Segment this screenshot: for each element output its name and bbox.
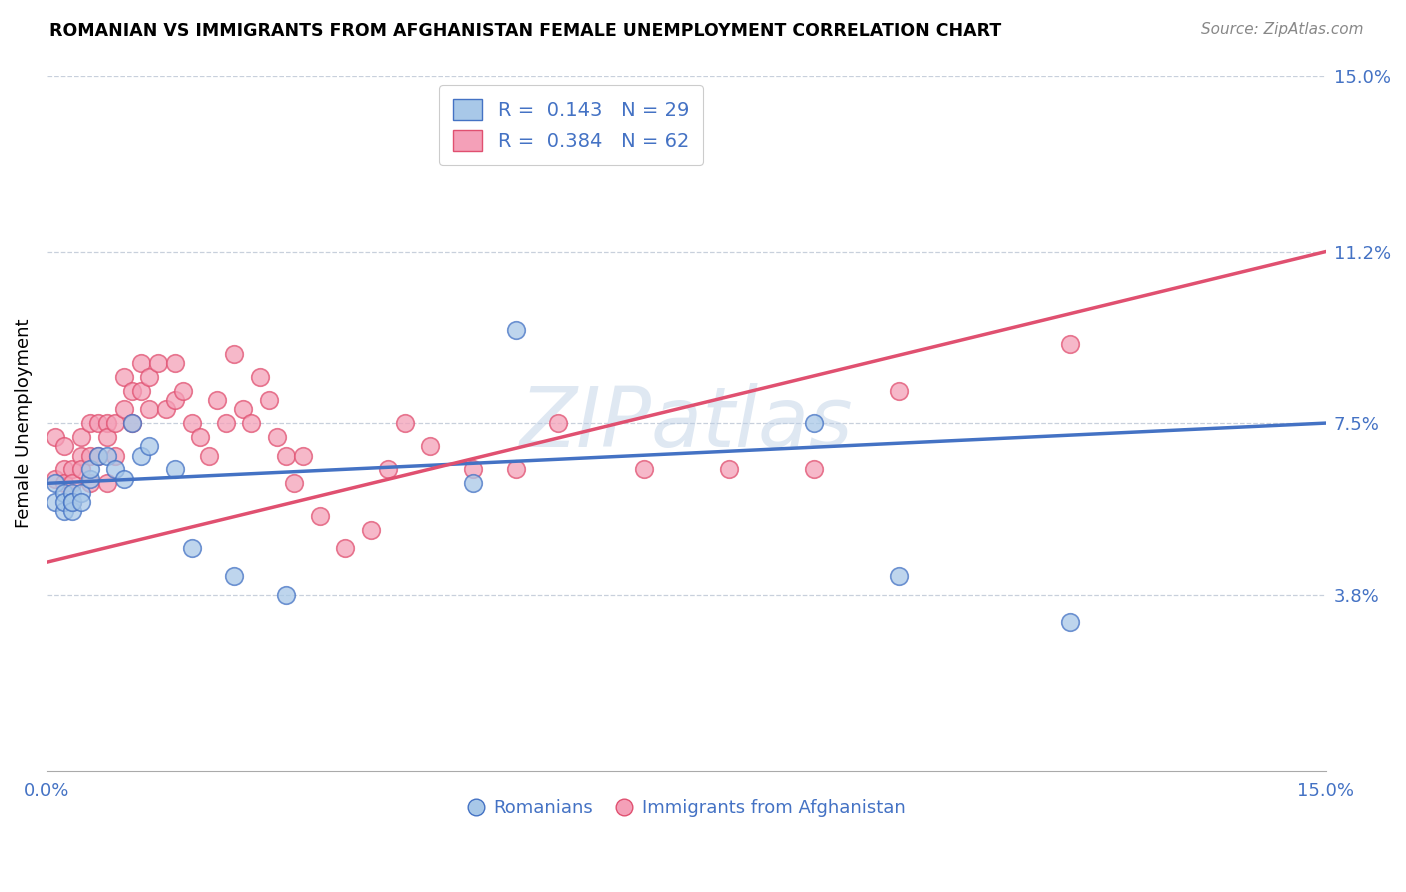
Point: [104, 449, 127, 463]
Legend: Romanians, Immigrants from Afghanistan: Romanians, Immigrants from Afghanistan: [460, 792, 912, 824]
Point: [803, 462, 825, 476]
Point: [70, 485, 93, 500]
Point: [461, 462, 484, 476]
Point: [198, 449, 221, 463]
Point: [803, 416, 825, 430]
Point: [62, 495, 84, 509]
Point: [62, 462, 84, 476]
Point: [112, 472, 135, 486]
Point: [1059, 615, 1081, 630]
Point: [889, 569, 911, 583]
Point: [163, 356, 186, 370]
Point: [70, 495, 93, 509]
Point: [44, 495, 66, 509]
Y-axis label: Female Unemployment: Female Unemployment: [15, 318, 32, 528]
Text: ROMANIAN VS IMMIGRANTS FROM AFGHANISTAN FEMALE UNEMPLOYMENT CORRELATION CHART: ROMANIAN VS IMMIGRANTS FROM AFGHANISTAN …: [49, 22, 1001, 40]
Point: [394, 416, 416, 430]
Point: [377, 462, 399, 476]
Point: [121, 384, 143, 398]
Point: [96, 430, 118, 444]
Point: [419, 439, 441, 453]
Point: [224, 346, 246, 360]
Point: [155, 402, 177, 417]
Point: [274, 588, 297, 602]
Point: [96, 449, 118, 463]
Point: [257, 392, 280, 407]
Point: [505, 323, 527, 337]
Point: [266, 430, 288, 444]
Point: [461, 476, 484, 491]
Point: [138, 369, 160, 384]
Point: [79, 416, 101, 430]
Point: [70, 462, 93, 476]
Point: [44, 472, 66, 486]
Point: [96, 416, 118, 430]
Point: [112, 402, 135, 417]
Point: [62, 495, 84, 509]
Point: [146, 356, 169, 370]
Point: [163, 462, 186, 476]
Point: [889, 384, 911, 398]
Point: [215, 416, 238, 430]
Point: [87, 449, 110, 463]
Point: [52, 504, 75, 518]
Point: [52, 462, 75, 476]
Point: [52, 439, 75, 453]
Point: [308, 508, 330, 523]
Point: [172, 384, 194, 398]
Point: [291, 449, 314, 463]
Point: [79, 476, 101, 491]
Point: [717, 462, 740, 476]
Point: [62, 495, 84, 509]
Point: [505, 462, 527, 476]
Point: [274, 449, 297, 463]
Point: [44, 476, 66, 491]
Point: [360, 523, 382, 537]
Point: [52, 485, 75, 500]
Point: [62, 485, 84, 500]
Point: [44, 430, 66, 444]
Point: [232, 402, 254, 417]
Point: [547, 416, 569, 430]
Point: [87, 449, 110, 463]
Point: [138, 439, 160, 453]
Point: [62, 504, 84, 518]
Point: [129, 384, 152, 398]
Point: [62, 476, 84, 491]
Point: [79, 449, 101, 463]
Point: [180, 541, 202, 556]
Point: [1059, 337, 1081, 351]
Point: [633, 462, 655, 476]
Point: [129, 356, 152, 370]
Point: [79, 472, 101, 486]
Point: [129, 449, 152, 463]
Point: [87, 416, 110, 430]
Point: [52, 476, 75, 491]
Point: [180, 416, 202, 430]
Point: [104, 462, 127, 476]
Point: [121, 416, 143, 430]
Point: [207, 392, 229, 407]
Point: [163, 392, 186, 407]
Point: [335, 541, 357, 556]
Text: Source: ZipAtlas.com: Source: ZipAtlas.com: [1201, 22, 1364, 37]
Point: [283, 476, 305, 491]
Point: [70, 430, 93, 444]
Point: [104, 416, 127, 430]
Point: [79, 462, 101, 476]
Text: ZIPatlas: ZIPatlas: [519, 383, 853, 464]
Point: [138, 402, 160, 417]
Point: [70, 449, 93, 463]
Point: [249, 369, 271, 384]
Point: [188, 430, 211, 444]
Point: [96, 476, 118, 491]
Point: [121, 416, 143, 430]
Point: [240, 416, 263, 430]
Point: [112, 369, 135, 384]
Point: [52, 495, 75, 509]
Point: [224, 569, 246, 583]
